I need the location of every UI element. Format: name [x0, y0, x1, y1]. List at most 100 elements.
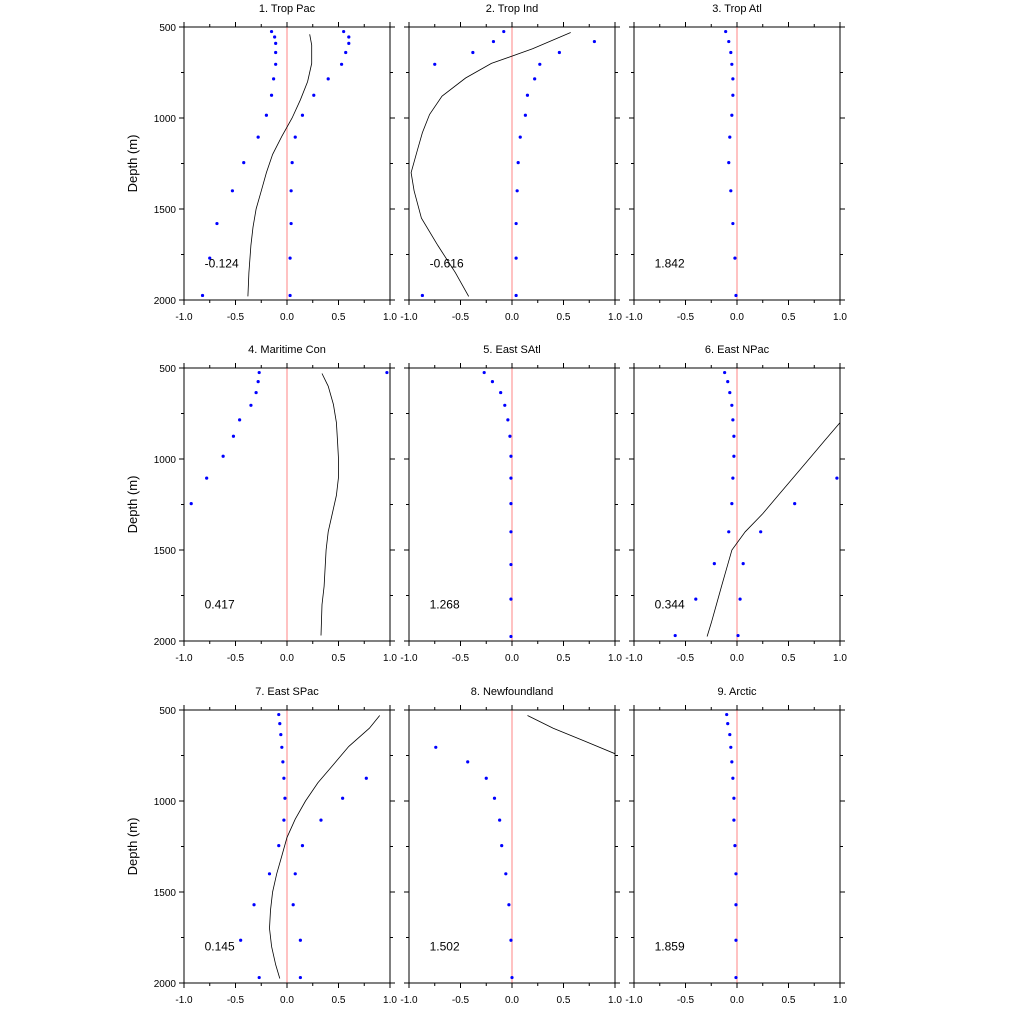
profile-curve	[320, 373, 339, 636]
data-point-left	[482, 370, 486, 375]
data-point-left	[734, 293, 738, 298]
data-point-left	[491, 39, 496, 44]
panel-title: 1. Trop Pac	[259, 3, 316, 15]
profile-curve	[247, 34, 313, 297]
y-tick-label: 2000	[154, 979, 177, 990]
data-point-left	[730, 62, 734, 66]
panel-title: 8. Newfoundland	[471, 686, 554, 698]
data-point-left	[509, 530, 513, 534]
panel-9: 9. Arctic -1.0 -0.5 0.0 0.5 1.0 1.859	[625, 686, 847, 1006]
x-tick-label: -1.0	[400, 653, 418, 664]
panel-annotation: -0.616	[430, 257, 464, 271]
data-point-right	[738, 597, 742, 601]
data-point-left	[256, 135, 260, 139]
x-tick-label: -1.0	[175, 995, 193, 1006]
data-point-left	[239, 938, 243, 942]
data-point-left	[277, 843, 281, 848]
data-point-left	[725, 712, 729, 717]
x-tick-label: -1.0	[400, 995, 418, 1006]
x-tick-label: 0.0	[280, 653, 294, 664]
profile-curve	[410, 32, 571, 297]
data-point-left	[254, 390, 258, 395]
x-tick-label: 0.0	[280, 995, 294, 1006]
data-point-right	[385, 370, 389, 375]
x-tick-label: 0.5	[782, 995, 796, 1006]
data-point-left	[484, 776, 488, 780]
data-point-right	[759, 530, 763, 534]
data-point-left	[499, 390, 503, 395]
data-point-left	[726, 722, 730, 726]
x-tick-label: 0.5	[332, 995, 346, 1006]
data-point-right	[288, 256, 292, 260]
x-tick-label: 1.0	[383, 995, 397, 1006]
x-tick-label: 0.5	[557, 995, 571, 1006]
data-point-right	[364, 776, 368, 780]
data-point-left	[282, 776, 286, 780]
y-axis-label: Depth (m)	[125, 135, 140, 193]
x-tick-label: 1.0	[833, 995, 847, 1006]
data-point-left	[504, 872, 508, 876]
data-point-left	[500, 843, 504, 848]
data-point-left	[723, 370, 727, 375]
data-point-left	[734, 938, 738, 942]
panel-title: 3. Trop Atl	[712, 3, 762, 15]
data-point-left	[508, 434, 512, 438]
x-tick-label: 0.0	[730, 653, 744, 664]
data-point-left	[731, 93, 735, 97]
data-point-left	[230, 189, 235, 193]
data-point-right	[344, 50, 348, 55]
data-point-left	[728, 135, 732, 139]
data-point-right	[515, 189, 519, 193]
x-tick-label: -0.5	[452, 653, 470, 664]
data-point-left	[280, 745, 284, 749]
data-point-right	[298, 938, 302, 942]
data-point-left	[221, 454, 225, 458]
x-tick-label: 0.5	[782, 653, 796, 664]
y-tick-label: 500	[159, 364, 176, 375]
panel-annotation: 1.268	[430, 598, 460, 612]
data-point-left	[734, 975, 738, 980]
data-point-left	[730, 403, 734, 407]
x-tick-label: 0.0	[730, 995, 744, 1006]
data-point-left	[727, 530, 731, 534]
data-point-right	[516, 160, 520, 165]
data-point-left	[506, 418, 510, 422]
data-point-left	[252, 903, 256, 907]
data-point-right	[293, 872, 297, 876]
data-point-left	[242, 160, 246, 165]
panel-title: 6. East NPac	[705, 344, 770, 356]
x-tick-label: -1.0	[625, 653, 643, 664]
panel-1: 1. Trop Pac -1.0 -0.5 0.0 0.5 1.0 500 1000 1500 2…	[125, 3, 397, 323]
data-point-right	[525, 93, 530, 97]
x-tick-label: -0.5	[677, 995, 695, 1006]
data-point-left	[730, 760, 734, 764]
data-point-right	[312, 93, 316, 97]
data-point-right	[293, 135, 297, 139]
panel-title: 4. Maritime Con	[248, 344, 326, 356]
data-point-right	[793, 501, 797, 506]
data-point-right	[289, 221, 293, 226]
data-point-left	[466, 760, 470, 764]
y-tick-label: 1500	[154, 205, 177, 216]
y-axis-label: Depth (m)	[125, 476, 140, 534]
data-point-left	[728, 390, 732, 395]
data-point-left	[509, 501, 513, 506]
data-point-left	[274, 50, 278, 55]
data-point-left	[724, 29, 728, 34]
panel-8: 8. Newfoundland -1.0 -0.5 0.0 0.5 1.0 1.502	[400, 686, 622, 1006]
data-point-left	[267, 872, 272, 876]
panel-title: 5. East SAtl	[483, 344, 540, 356]
data-point-left	[509, 634, 513, 639]
data-point-left	[509, 562, 513, 567]
data-point-left	[731, 476, 735, 480]
x-tick-label: 0.0	[505, 653, 519, 664]
data-point-right	[342, 29, 346, 34]
data-point-left	[731, 418, 735, 422]
data-point-right	[538, 62, 542, 66]
panel-annotation: 0.417	[205, 598, 235, 612]
data-point-left	[730, 113, 734, 117]
data-point-right	[514, 256, 518, 260]
panel-7: 7. East SPac -1.0 -0.5 0.0 0.5 1.0 500 1000 1500…	[125, 686, 397, 1006]
data-point-left	[200, 293, 205, 298]
